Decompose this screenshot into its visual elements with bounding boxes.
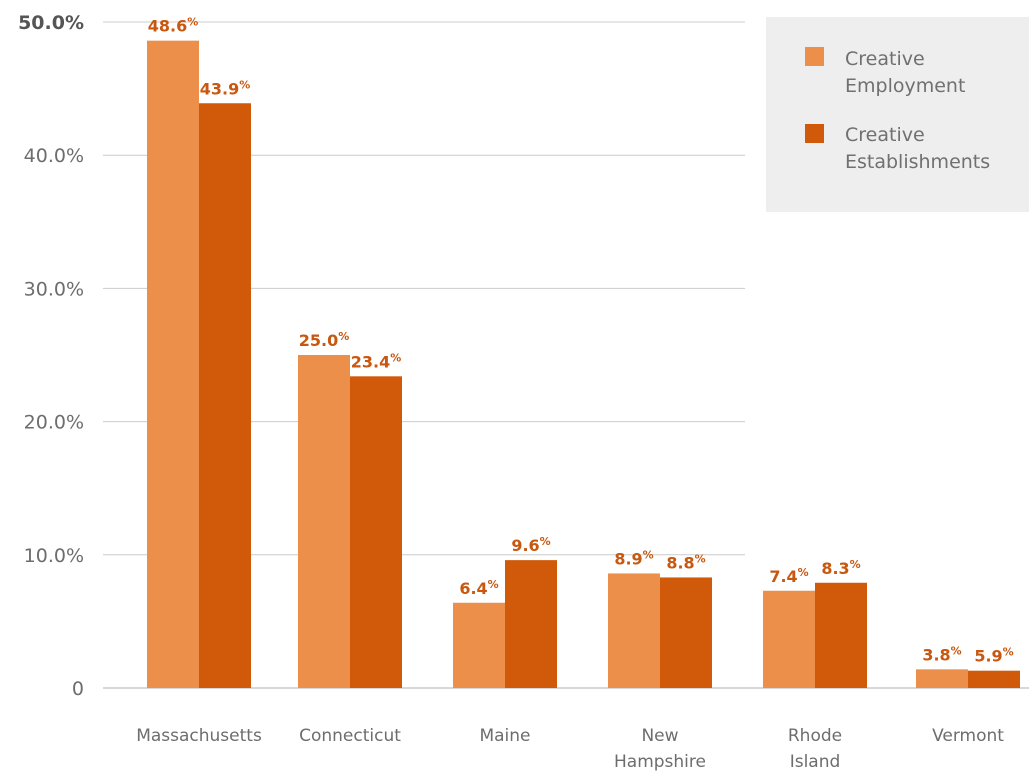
data-label: 3.8% [922,644,961,664]
bar-employment [453,602,505,688]
data-label: 5.9% [974,646,1013,666]
bar-establishments [968,670,1020,688]
legend: Creative Employment Creative Establishments [766,17,1029,212]
bar-employment [608,573,660,688]
data-label: 8.9% [614,548,653,568]
bar-employment [916,669,968,688]
y-tick-label: 40.0% [24,145,84,167]
bar-employment [763,590,815,688]
x-category-label: Rhode Island [788,726,842,772]
legend-label: Creative Employment [845,48,965,97]
legend-swatch [805,47,824,66]
data-label: 48.6% [148,16,199,36]
bar-establishments [350,376,402,688]
data-label: 23.4% [351,351,402,371]
legend-label: Creative Establishments [845,124,990,173]
bar-establishments [199,103,251,688]
data-label: 6.4% [459,578,498,598]
y-tick-label: 50.0% [18,12,84,34]
bar-employment [147,40,199,688]
data-label: 25.0% [299,330,350,350]
bar-establishments [505,560,557,688]
bar-employment [298,355,350,688]
legend-swatch [805,124,824,143]
data-label: 8.8% [666,552,705,572]
data-labels: 48.6% 25.0% 6.4% 8.9% 7.4% 3.8% 43.9% 23.4% 9.6%… [148,16,1014,666]
x-category-label: Connecticut [299,726,401,746]
data-label: 43.9% [200,78,251,98]
data-label: 9.6% [511,535,550,555]
bars [147,40,1020,688]
x-category-label: Vermont [932,726,1004,746]
y-axis: 0 10.0% 20.0% 30.0% 40.0% 50.0% [18,12,84,700]
x-category-label: Maine [479,726,530,746]
x-category-label: Massachusetts [136,726,262,746]
y-tick-label: 20.0% [24,412,84,434]
legend-box [766,17,1029,212]
y-tick-label: 10.0% [24,545,84,567]
bar-establishments [660,577,712,688]
data-label: 8.3% [821,558,860,578]
x-axis: Massachusetts Connecticut Maine New Hampshir… [136,726,1004,772]
x-category-label: New Hampshire [614,726,706,772]
data-label: 7.4% [769,566,808,586]
y-tick-label: 30.0% [24,278,84,300]
bar-establishments [815,582,867,688]
y-tick-label: 0 [72,678,84,700]
